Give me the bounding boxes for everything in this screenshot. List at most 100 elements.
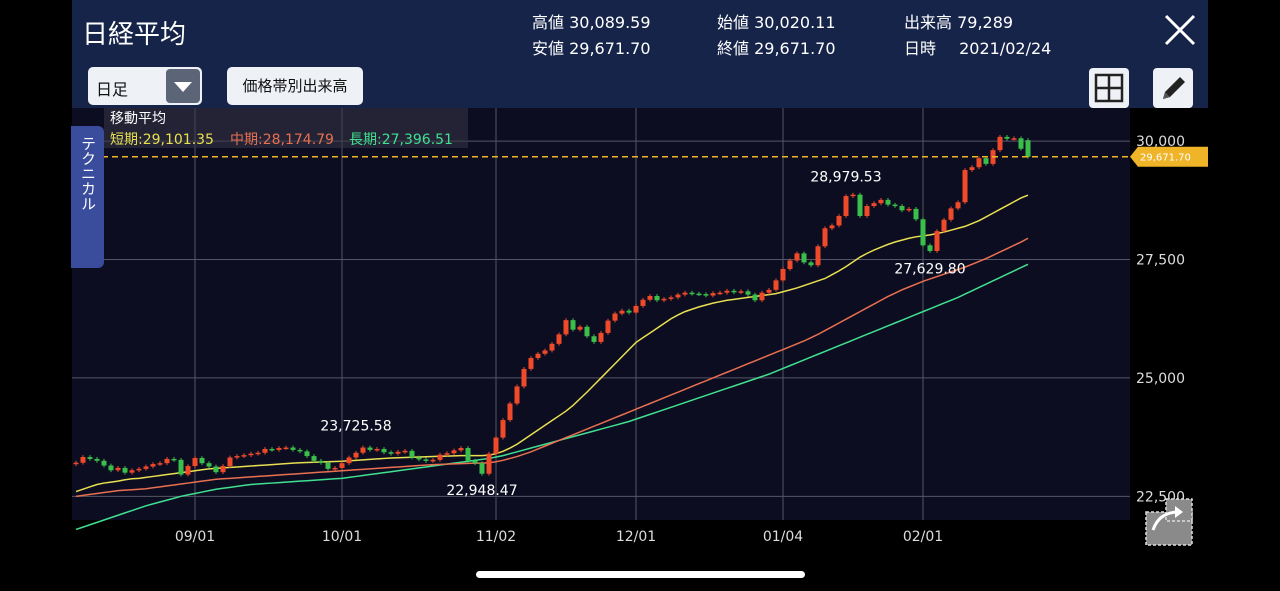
low-label: 安値	[532, 39, 565, 58]
candle-body	[962, 170, 968, 203]
candle-body	[752, 294, 758, 301]
candle-body	[311, 456, 317, 461]
candle-body	[178, 459, 184, 475]
candle-body	[857, 194, 863, 216]
candle-body	[444, 453, 450, 455]
candle-body	[556, 334, 562, 344]
candle-body	[780, 269, 786, 281]
price-annotation: 28,979.53	[810, 169, 881, 185]
candle-body	[360, 447, 366, 453]
candle-body	[451, 450, 457, 454]
y-tick-label: 27,500	[1136, 253, 1185, 269]
candle-body	[934, 231, 940, 252]
candle-body	[871, 203, 877, 207]
candle-body	[801, 253, 807, 263]
candle-body	[269, 448, 275, 451]
candle-body	[549, 343, 555, 351]
candle-body	[906, 208, 912, 211]
share-icon[interactable]	[1145, 498, 1193, 546]
candle-body	[220, 466, 226, 473]
ma-short-series	[75, 194, 1029, 493]
y-tick-label: 25,000	[1136, 371, 1185, 387]
candle-body	[955, 202, 961, 209]
close-icon[interactable]	[1160, 10, 1200, 50]
candle-body	[1025, 140, 1031, 157]
candle-body	[899, 206, 905, 211]
x-tick-label: 11/02	[476, 529, 516, 545]
ma-long-series	[75, 263, 1029, 531]
period-select[interactable]: 日足	[88, 67, 202, 105]
candle-body	[262, 448, 268, 453]
candle-body	[703, 294, 709, 296]
candle-body	[143, 466, 149, 469]
candle-body	[563, 320, 569, 335]
candle-body	[668, 297, 674, 299]
candle-body	[409, 450, 415, 458]
candle-body	[458, 448, 464, 451]
candle-body	[976, 158, 982, 168]
technical-tab[interactable]: テクニカル	[71, 126, 104, 268]
candle-body	[969, 167, 975, 171]
candle-body	[283, 447, 289, 450]
candle-body	[920, 219, 926, 246]
candle-body	[129, 470, 135, 473]
candle-body	[213, 466, 219, 473]
candle-body	[927, 245, 933, 252]
x-tick-label: 01/04	[763, 529, 803, 545]
technical-tab-label: テクニカル	[79, 136, 97, 211]
candle-body	[227, 457, 233, 467]
candle-body	[1018, 138, 1024, 149]
candle-body	[591, 336, 597, 342]
candle-body	[325, 462, 331, 469]
ma-mid-legend: 中期:28,174.79	[230, 132, 334, 148]
candle-body	[696, 293, 702, 296]
candle-body	[241, 455, 247, 457]
candle-body	[724, 290, 730, 293]
candle-body	[745, 291, 751, 295]
candle-body	[339, 463, 345, 468]
candle-body	[500, 420, 506, 438]
candle-body	[570, 320, 576, 330]
candlestick-chart[interactable]: 23,725.58 22,948.47 28,979.53 27,629.80 22,…	[72, 108, 1208, 548]
chevron-down-icon[interactable]	[166, 69, 200, 103]
candle-body	[654, 296, 660, 301]
candle-body	[528, 358, 534, 369]
candle-body	[738, 291, 744, 293]
candle-body	[430, 459, 436, 462]
candle-body	[682, 292, 688, 295]
candle-body	[157, 463, 163, 465]
grid-layout-icon[interactable]	[1089, 68, 1129, 108]
candle-body	[87, 457, 93, 459]
ma-legend-title: 移動平均	[110, 111, 166, 127]
volume-by-price-button[interactable]: 価格帯別出来高	[227, 67, 363, 105]
home-indicator	[476, 571, 805, 578]
pencil-icon[interactable]	[1153, 68, 1193, 108]
candle-body	[1011, 138, 1017, 140]
candle-body	[878, 199, 884, 204]
candle-body	[794, 253, 800, 261]
candle-body	[248, 453, 254, 456]
low-stat: 安値 29,671.70	[532, 35, 651, 59]
open-label: 始値	[717, 13, 750, 32]
candle-body	[773, 280, 779, 290]
date-value: 2021/02/24	[959, 39, 1052, 58]
candle-body	[948, 208, 954, 220]
price-annotation: 23,725.58	[320, 418, 391, 434]
candle-body	[80, 457, 86, 463]
low-value: 29,671.70	[569, 39, 651, 58]
candle-body	[101, 460, 107, 466]
candle-body	[731, 290, 737, 293]
candle-body	[472, 460, 478, 464]
y-tick-label: 30,000	[1136, 134, 1185, 150]
candle-body	[633, 305, 639, 313]
x-tick-label: 02/01	[903, 529, 943, 545]
candle-body	[689, 292, 695, 295]
index-title: 日経平均	[82, 20, 187, 50]
candle-body	[717, 292, 723, 295]
candle-body	[402, 450, 408, 453]
candle-body	[416, 457, 422, 460]
candle-body	[234, 456, 240, 458]
candle-body	[822, 228, 828, 247]
candle-body	[913, 208, 919, 220]
